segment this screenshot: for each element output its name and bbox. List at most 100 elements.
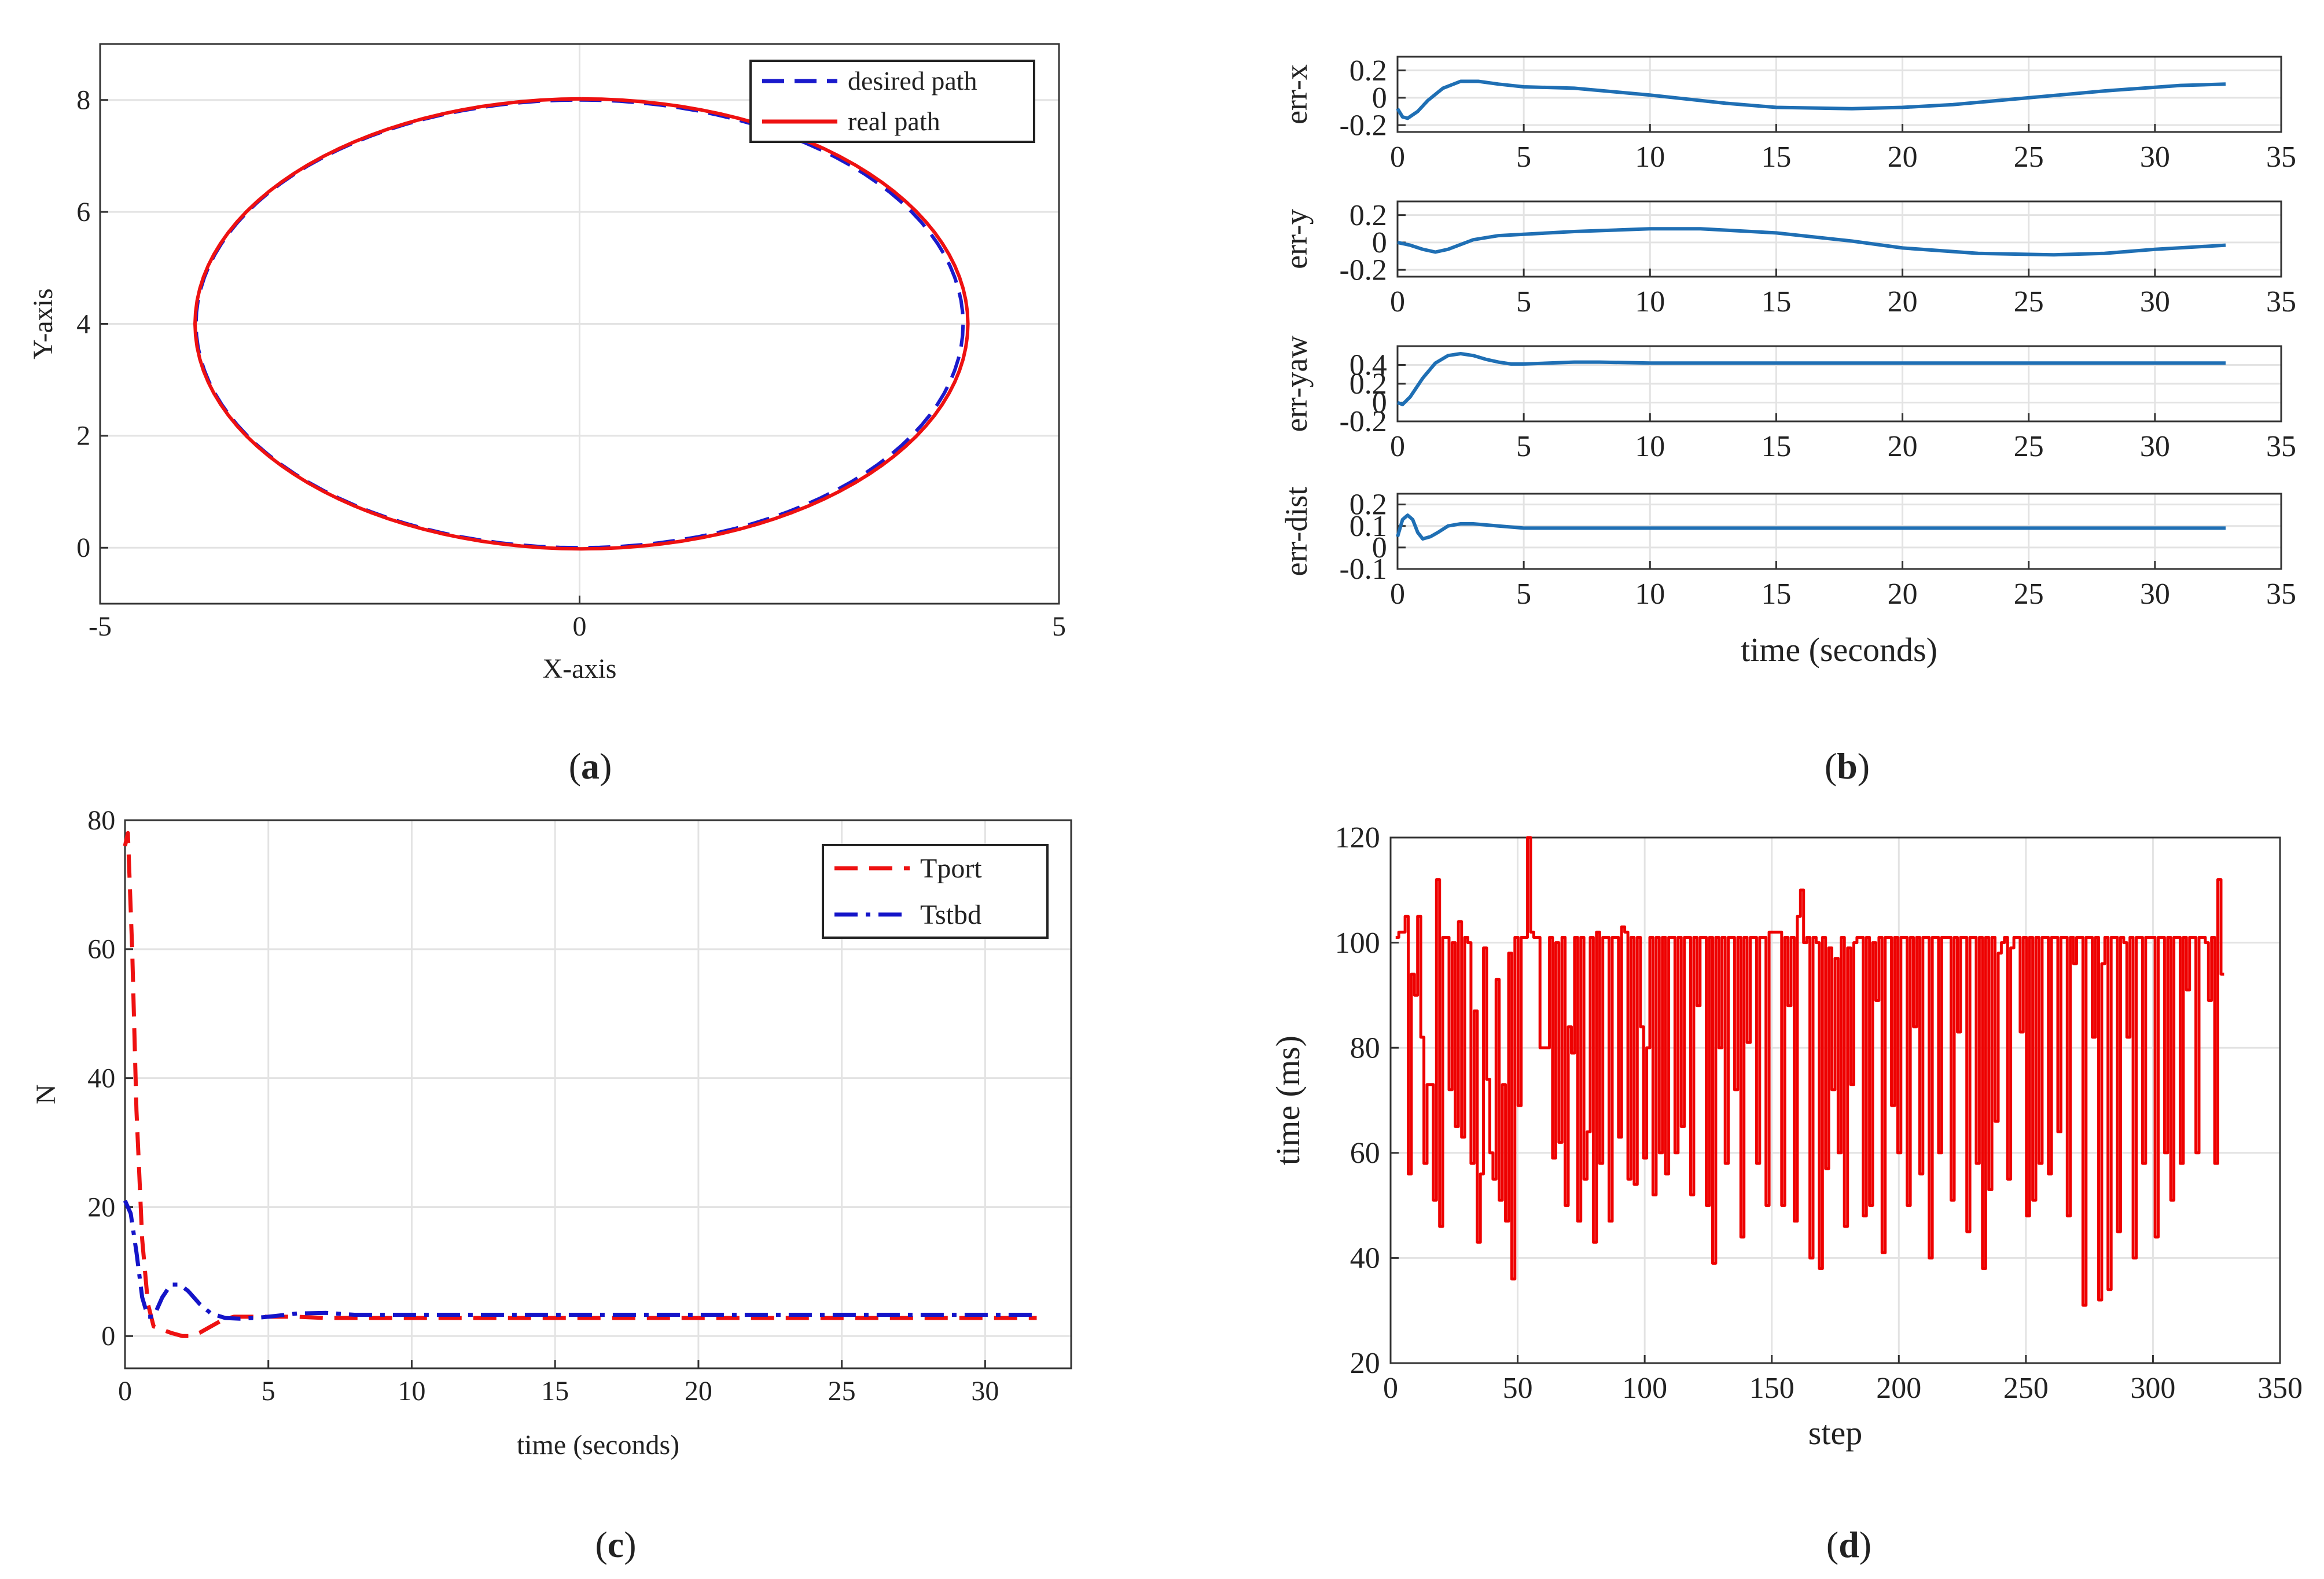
chart-c-series-Tport xyxy=(123,831,1037,1338)
chart-b-subplot-1-ytick-label: 0.2 xyxy=(1349,54,1387,87)
chart-c-ytick-label: 40 xyxy=(87,1063,115,1093)
chart-a-xlabel: X-axis xyxy=(543,653,617,684)
chart-b-ylabel: err-y xyxy=(1279,209,1314,269)
chart-a-ytick-label: 4 xyxy=(76,309,90,339)
chart-b-xlabel: time (seconds) xyxy=(1741,631,1937,669)
chart-b-subplot-2-ytick-label: -0.2 xyxy=(1339,254,1387,287)
chart-d-ytick-label: 40 xyxy=(1350,1242,1380,1275)
chart-b-subplot-3-xtick-label: 20 xyxy=(1888,430,1918,463)
chart-b-subplot-3: 0 5 10 15 20 25 30 35 0.40.20-0.2 err-yaw xyxy=(1279,336,2296,463)
chart-d-ytick-label: 120 xyxy=(1335,821,1380,854)
chart-b-subplot-2-xtick-label: 35 xyxy=(2266,285,2296,318)
legend: desired path real path xyxy=(749,60,1035,143)
chart-b-subplot-2-xtick-label: 0 xyxy=(1390,285,1405,318)
chart-b-subplot-4-xtick-label: 15 xyxy=(1761,578,1791,611)
chart-a-axes-box xyxy=(99,43,1060,605)
chart-c-ytick-label: 60 xyxy=(87,934,115,965)
chart-d-xtick-label: 100 xyxy=(1622,1372,1667,1405)
legend-entry: Tport xyxy=(920,853,982,884)
chart-d-series-time xyxy=(1395,836,2224,1307)
chart-c-xtick-label: 15 xyxy=(541,1376,569,1407)
chart-b-subplot-4-ytick-label: 0 xyxy=(1372,531,1387,564)
chart-b-subplot-3-xtick-label: 25 xyxy=(2014,430,2044,463)
chart-d-ytick-label: 80 xyxy=(1350,1031,1380,1064)
chart-a-xtick-label: 5 xyxy=(1052,611,1066,642)
chart-d-xlabel: step xyxy=(1808,1414,1862,1452)
chart-b-subplot-3-xtick-label: 0 xyxy=(1390,430,1405,463)
chart-a-series-desired xyxy=(194,98,965,550)
chart-b-subplot-4-plot-area xyxy=(1398,494,2281,569)
chart-b-subplot-4-xtick-label: 5 xyxy=(1516,578,1531,611)
chart-c-ytick-label: 80 xyxy=(87,805,115,836)
chart-b-ylabel: err-x xyxy=(1279,64,1314,124)
chart-b-subplot-2-xtick-label: 30 xyxy=(2140,285,2170,318)
chart-b-subplot-1-ytick-label: -0.2 xyxy=(1339,109,1387,142)
chart-b-ylabel: err-dist xyxy=(1279,487,1314,576)
chart-b-subplot-1-axes-box xyxy=(1396,56,2282,133)
legend: Tport Tstbd xyxy=(822,844,1049,939)
chart-b-subplot-3-xtick-label: 30 xyxy=(2140,430,2170,463)
chart-b-subplot-4-xtick-label: 25 xyxy=(2014,578,2044,611)
chart-b-subplot-1-plot-area xyxy=(1398,57,2281,132)
chart-c-xtick-label: 20 xyxy=(685,1376,712,1407)
chart-b-subplot-1-xtick-label: 35 xyxy=(2266,141,2296,174)
legend-box xyxy=(822,844,1049,939)
chart-a-series-real xyxy=(193,97,970,551)
chart-b-subplot-4-xtick-label: 0 xyxy=(1390,578,1405,611)
chart-c-xtick-label: 30 xyxy=(971,1376,999,1407)
legend-entry: real path xyxy=(848,107,940,136)
chart-c-xtick-label: 10 xyxy=(398,1376,425,1407)
chart-c-axes-box xyxy=(124,819,1072,1369)
chart-d-xtick-label: 350 xyxy=(2257,1372,2303,1405)
chart-a-xtick-label: -5 xyxy=(89,611,112,642)
chart-c-series-Tstbd xyxy=(123,1199,1037,1321)
chart-c-ylabel: N xyxy=(31,1084,61,1104)
chart-b-subplot-4-ytick-label: -0.1 xyxy=(1339,553,1387,586)
chart-b-series-err-dist xyxy=(1396,513,2226,541)
chart-b-subplot-1-xtick-label: 20 xyxy=(1888,141,1918,174)
chart-b-subplot-2-ytick-label: 0.2 xyxy=(1349,199,1387,232)
chart-b-subplot-3-xtick-label: 10 xyxy=(1635,430,1665,463)
chart-b-subplot-2-axes-box xyxy=(1396,200,2282,278)
chart-b-subplot-3-ytick-label: 0.2 xyxy=(1349,368,1387,401)
chart-a-ylabel: Y-axis xyxy=(28,288,58,359)
chart-d-xtick-label: 200 xyxy=(1876,1372,1921,1405)
chart-c-ytick-label: 0 xyxy=(101,1321,115,1352)
chart-b-series-err-y xyxy=(1397,227,2226,257)
chart-c: 0 5 10 15 20 25 30 0 20 40 60 80 Tport Tstbd time (sec… xyxy=(31,805,1072,1460)
chart-d-xtick-label: 250 xyxy=(2003,1372,2049,1405)
chart-d-axes-box xyxy=(1389,836,2281,1364)
chart-b-subplot-1-ytick-label: 0 xyxy=(1372,82,1387,115)
chart-b-subplot-4-xtick-label: 30 xyxy=(2140,578,2170,611)
chart-b-series-err-x xyxy=(1396,79,2226,120)
chart-c-xtick-label: 5 xyxy=(262,1376,275,1407)
chart-a-ytick-label: 8 xyxy=(76,85,90,116)
chart-b-subplot-3-axes-box xyxy=(1396,345,2282,423)
panel-label-d: (d) xyxy=(1826,1524,1871,1565)
chart-b-subplot-4-xtick-label: 20 xyxy=(1888,578,1918,611)
legend-entry: Tstbd xyxy=(920,899,981,930)
chart-b-subplot-2-xtick-label: 15 xyxy=(1761,285,1791,318)
chart-a-ytick-label: 0 xyxy=(76,533,90,563)
chart-b-ylabel: err-yaw xyxy=(1279,336,1314,432)
chart-d-xtick-label: 300 xyxy=(2130,1372,2175,1405)
chart-b-subplot-2-xtick-label: 20 xyxy=(1888,285,1918,318)
chart-b-subplot-3-ytick-label: -0.2 xyxy=(1339,405,1387,438)
panel-label-b: (b) xyxy=(1825,746,1870,787)
chart-c-xtick-label: 0 xyxy=(118,1376,132,1407)
chart-c-xtick-label: 25 xyxy=(828,1376,856,1407)
chart-b-subplot-3-ytick-label: 0 xyxy=(1372,387,1387,420)
chart-b-subplot-4-xtick-label: 35 xyxy=(2266,578,2296,611)
chart-b-subplot-4-ytick-label: 0.1 xyxy=(1349,510,1387,543)
chart-d-xtick-label: 50 xyxy=(1503,1372,1533,1405)
chart-a-xtick-label: 0 xyxy=(573,611,587,642)
panel-label-a: (a) xyxy=(569,746,612,787)
chart-b-subplot-3-xtick-label: 35 xyxy=(2266,430,2296,463)
chart-b-subplot-4-ytick-label: 0.2 xyxy=(1349,489,1387,522)
chart-b-subplot-3-xtick-label: 5 xyxy=(1516,430,1531,463)
chart-d-ylabel: time (ms) xyxy=(1269,1035,1307,1165)
legend-box xyxy=(749,60,1035,143)
